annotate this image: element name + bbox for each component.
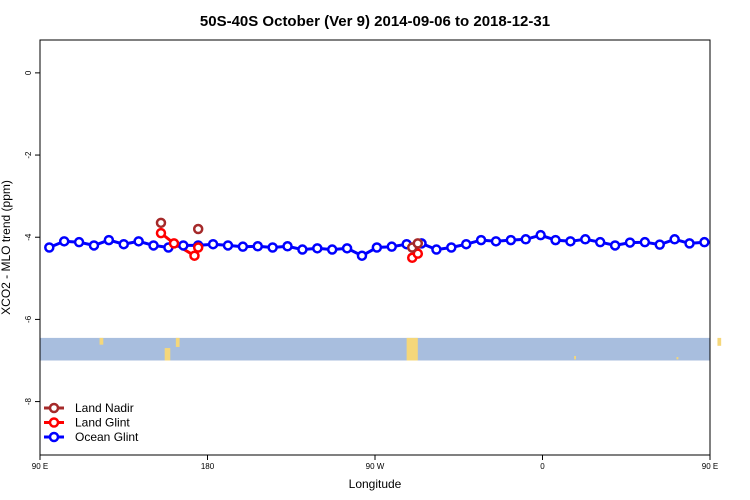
- chart-title: 50S-40S October (Ver 9) 2014-09-06 to 20…: [200, 13, 550, 30]
- ocean-glint-point: [475, 234, 487, 246]
- x-axis-label: Longitude: [349, 477, 402, 491]
- plot-points: [44, 217, 710, 264]
- x-tick-label: 90 E: [32, 462, 48, 471]
- ocean-glint-point: [178, 240, 189, 251]
- ocean-glint-point: [222, 240, 234, 251]
- ocean-glint-point: [118, 238, 129, 250]
- legend-ocean-glint-swatch-marker: [48, 431, 60, 443]
- ocean-glint-point: [580, 234, 591, 245]
- ocean-glint-point: [609, 240, 621, 251]
- x-tick-label: 0: [540, 462, 545, 471]
- legend-land-nadir-label: Land Nadir: [75, 401, 134, 415]
- ocean-glint-point: [356, 250, 368, 261]
- ocean-glint-point: [446, 242, 457, 253]
- ocean-glint-point: [103, 234, 115, 246]
- y-tick-label: -4: [24, 233, 33, 241]
- land-nadir-point: [412, 238, 424, 249]
- ocean-glint-point: [520, 234, 531, 245]
- ocean-glint-point: [341, 243, 353, 254]
- ocean-glint-point: [326, 244, 338, 255]
- ocean-glint-point: [654, 239, 665, 250]
- legend-land-glint-label: Land Glint: [75, 416, 130, 430]
- ocean-glint-point: [252, 241, 263, 252]
- land-glint-point: [189, 250, 200, 261]
- ocean-glint-point: [237, 241, 249, 252]
- legend-land-glint-swatch-marker: [48, 417, 60, 428]
- ocean-glint-point: [699, 236, 710, 248]
- map-land-patch: [717, 337, 722, 346]
- map-land-patch: [164, 348, 171, 361]
- ocean-glint-point: [312, 243, 323, 254]
- ocean-glint-point: [44, 242, 55, 253]
- ocean-glint-point: [594, 236, 606, 248]
- x-axis: 90 E 180 90 W 0 90 E: [32, 455, 718, 471]
- map-land-patch: [676, 357, 679, 360]
- ocean-glint-point: [669, 234, 680, 245]
- legend-ocean-glint-label: Ocean Glint: [75, 430, 139, 444]
- x-tick-label: 90 W: [366, 462, 385, 471]
- ocean-glint-point: [207, 238, 219, 250]
- ocean-glint-point: [490, 236, 502, 247]
- ocean-glint-point: [88, 240, 100, 251]
- land-glint-point: [168, 238, 180, 249]
- ocean-glint-point: [624, 237, 636, 248]
- ocean-glint-point: [535, 229, 546, 241]
- ocean-glint-point: [431, 244, 442, 255]
- ocean-glint-point: [386, 241, 397, 252]
- map-strip: [40, 337, 722, 361]
- ocean-glint-point: [133, 236, 144, 247]
- ocean-glint-point: [58, 236, 70, 247]
- legend-land-nadir-swatch-marker: [48, 402, 60, 414]
- land-nadir-point: [155, 217, 167, 229]
- ocean-glint-point: [565, 236, 576, 247]
- y-tick-label: -2: [24, 151, 33, 159]
- map-land-patch: [408, 353, 416, 361]
- ocean-glint-point: [639, 236, 651, 248]
- ocean-glint-point: [148, 240, 159, 251]
- map-land-patch: [406, 337, 418, 361]
- ocean-glint-point: [550, 234, 561, 246]
- ocean-glint-point: [460, 238, 472, 250]
- map-land-patch: [574, 355, 576, 360]
- y-tick-label: 0: [24, 70, 33, 75]
- land-glint-point: [155, 227, 167, 239]
- land-glint-point: [412, 248, 424, 259]
- ocean-glint-point: [267, 242, 278, 253]
- ocean-glint-point: [684, 238, 695, 249]
- x-tick-label: 90 E: [702, 462, 718, 471]
- y-axis-label: XCO2 - MLO trend (ppm): [0, 180, 13, 315]
- ocean-glint-point: [297, 244, 308, 255]
- ocean-glint-point: [371, 242, 383, 253]
- ocean-glint-point: [505, 234, 517, 246]
- x-tick-label: 180: [201, 462, 215, 471]
- y-tick-label: -8: [24, 397, 33, 405]
- ocean-glint-point: [282, 241, 293, 252]
- land-glint-point: [192, 242, 204, 253]
- land-nadir-point: [192, 223, 204, 235]
- y-axis: 0 -2 -4 -6 -8: [24, 70, 40, 405]
- y-tick-label: -6: [24, 315, 33, 323]
- map-land-patch: [99, 337, 104, 345]
- map-land-patch: [175, 337, 180, 347]
- ocean-glint-point: [73, 236, 85, 248]
- map-strip-ocean: [40, 337, 710, 361]
